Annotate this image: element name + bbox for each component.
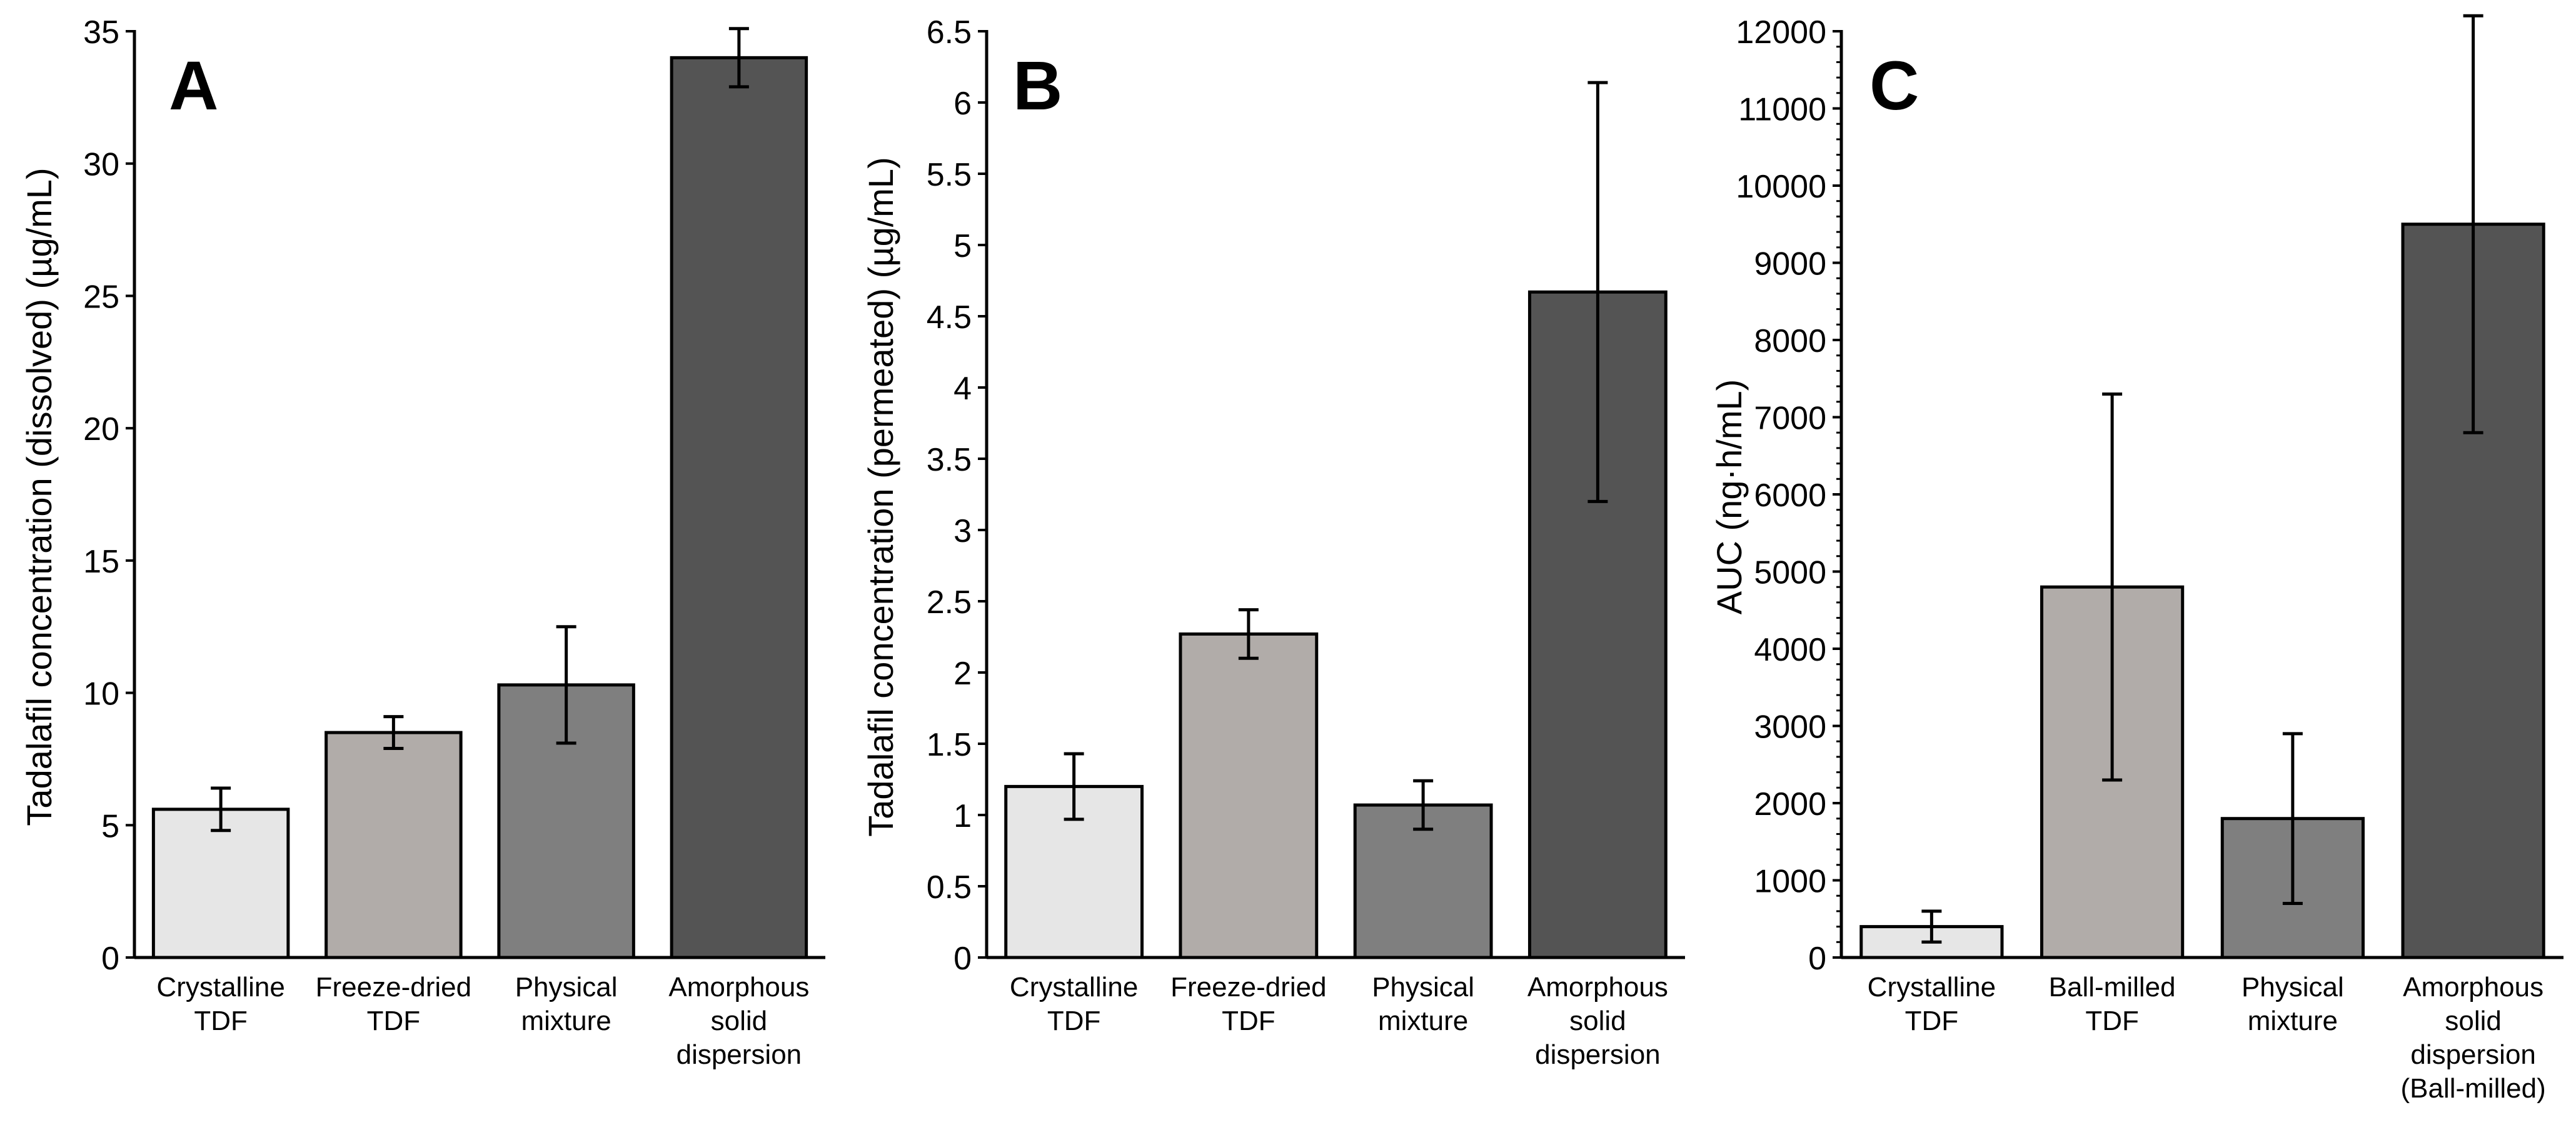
x-category-label: Physical mixture: [515, 972, 618, 1036]
y-tick-label: 10: [83, 676, 119, 712]
y-tick-label: 8000: [1754, 323, 1826, 359]
y-tick-label: 5.5: [927, 157, 972, 193]
y-tick-label: 0: [101, 941, 119, 977]
panel-b-categories: Crystalline TDF Freeze-dried TDF Physical mix…: [1010, 972, 1668, 1070]
panel-a-error-bars: [211, 27, 749, 832]
y-tick-label: 2000: [1754, 786, 1826, 822]
panel-c-y-axis-label: AUC (ng·h/mL): [1709, 379, 1749, 615]
panel-b-y-axis-label: Tadalafil concentration (permeated) (µg/…: [861, 157, 900, 836]
panel-a-label: A: [169, 48, 218, 124]
y-tick-label: 4000: [1754, 632, 1826, 668]
y-tick-label: 3000: [1754, 709, 1826, 746]
panel-b-label: B: [1013, 48, 1062, 124]
y-tick-label: 4.5: [927, 299, 972, 336]
x-category-label: Ball-milled TDF: [2049, 972, 2176, 1036]
x-category-label: Freeze-dried TDF: [1170, 972, 1326, 1036]
y-tick-label: 20: [83, 411, 119, 448]
y-tick-label: 6.5: [927, 14, 972, 51]
y-tick-label: 2: [953, 656, 972, 692]
y-tick-label: 7000: [1754, 401, 1826, 437]
bar: [1353, 803, 1493, 959]
y-tick-label: 1000: [1754, 864, 1826, 900]
x-category-label: Amorphous solid dispersion: [668, 972, 809, 1070]
x-category-label: Physical mixture: [1372, 972, 1474, 1036]
panel-b-y-ticks: 0 0.5 1 1.5 2 2.5 3 3.5 4 4.5 5 5.5 6 6.5: [927, 14, 987, 977]
x-category-label: Crystalline TDF: [1010, 972, 1138, 1036]
y-tick-label: 11000: [1738, 92, 1826, 128]
y-tick-label: 10000: [1736, 169, 1826, 205]
x-category-label: Crystalline TDF: [1868, 972, 1996, 1036]
panel-c-error-bars: [1921, 14, 2483, 944]
panel-a-y-ticks: 0 5 10 15 20 25 30 35: [83, 14, 134, 977]
y-tick-label: 2.5: [927, 584, 972, 621]
x-category-label: Amorphous solid dispersion: [1527, 972, 1668, 1070]
y-tick-label: 3.5: [927, 442, 972, 478]
panel-a-categories: Crystalline TDF Freeze-dried TDF Physical mix…: [156, 972, 809, 1070]
y-tick-label: 1: [953, 798, 972, 834]
y-tick-label: 5: [953, 228, 972, 264]
x-category-label: Amorphous solid dispersion (Ball-milled): [2401, 972, 2546, 1104]
bar: [670, 56, 808, 959]
y-tick-label: 6: [953, 86, 972, 122]
y-tick-label: 5: [101, 808, 119, 844]
y-tick-label: 30: [83, 147, 119, 183]
y-tick-label: 5000: [1754, 555, 1826, 591]
y-tick-label: 3: [953, 513, 972, 549]
bar: [151, 808, 290, 959]
panel-b-error-bars: [1064, 81, 1608, 831]
panel-a: A Tadalafil concentration (dissolved) (µ…: [19, 14, 825, 1070]
bar: [1179, 632, 1319, 959]
panel-c-bars: [1859, 222, 2545, 959]
y-tick-label: 9000: [1754, 246, 1826, 282]
panel-c: C AUC (ng·h/mL) 0 1000 2000 3000 4000 5000 600…: [1709, 14, 2563, 1104]
panel-c-y-ticks: 0 1000 2000 3000 4000 5000 6000 7000 8000 9000 100…: [1736, 14, 1841, 977]
y-tick-label: 4: [953, 371, 972, 407]
panel-c-categories: Crystalline TDF Ball-milled TDF Physical mixt…: [1868, 972, 2546, 1104]
y-tick-label: 0.5: [927, 869, 972, 906]
x-category-label: Freeze-dried TDF: [316, 972, 471, 1036]
y-tick-label: 1.5: [927, 727, 972, 763]
y-tick-label: 15: [83, 544, 119, 580]
panel-b-bars: [1004, 290, 1668, 959]
y-tick-label: 12000: [1736, 14, 1826, 51]
x-category-label: Physical mixture: [2241, 972, 2344, 1036]
y-tick-label: 35: [83, 14, 119, 51]
x-category-label: Crystalline TDF: [156, 972, 284, 1036]
panel-b: B Tadalafil concentration (permeated) (µ…: [861, 14, 1685, 1070]
bar: [325, 731, 463, 959]
y-tick-label: 6000: [1754, 478, 1826, 514]
panel-a-y-axis-label: Tadalafil concentration (dissolved) (µg/…: [19, 168, 59, 826]
y-tick-label: 0: [953, 941, 972, 977]
panel-a-bars: [151, 56, 808, 959]
y-tick-label: 0: [1808, 941, 1826, 977]
y-tick-label: 25: [83, 279, 119, 315]
panel-c-label: C: [1869, 48, 1919, 124]
